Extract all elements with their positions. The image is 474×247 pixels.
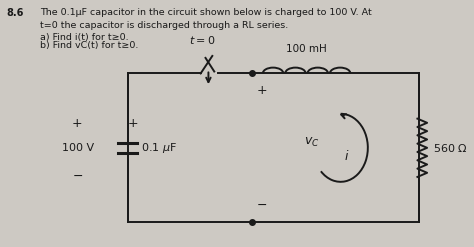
Text: 560 $\Omega$: 560 $\Omega$ xyxy=(433,142,468,154)
Text: a) Find i(t) for t≥0.: a) Find i(t) for t≥0. xyxy=(40,33,129,41)
Text: +: + xyxy=(128,117,138,130)
Text: 0.1 $\mu$F: 0.1 $\mu$F xyxy=(141,141,177,155)
Text: b) Find vC(t) for t≥0.: b) Find vC(t) for t≥0. xyxy=(40,41,138,50)
Text: $i$: $i$ xyxy=(344,149,349,163)
Text: $-$: $-$ xyxy=(256,198,267,211)
Text: 100 mH: 100 mH xyxy=(286,44,327,54)
Text: t=0 the capacitor is discharged through a RL series.: t=0 the capacitor is discharged through … xyxy=(40,21,289,30)
Text: 100 V: 100 V xyxy=(62,143,94,153)
Text: +: + xyxy=(256,84,267,97)
Text: 8.6: 8.6 xyxy=(6,8,24,18)
Text: $t = 0$: $t = 0$ xyxy=(189,34,215,46)
Text: The 0.1μF capacitor in the circuit shown below is charged to 100 V. At: The 0.1μF capacitor in the circuit shown… xyxy=(40,8,372,17)
Text: +: + xyxy=(72,117,82,130)
Text: $v_C$: $v_C$ xyxy=(304,136,319,149)
Text: $-$: $-$ xyxy=(72,168,83,182)
